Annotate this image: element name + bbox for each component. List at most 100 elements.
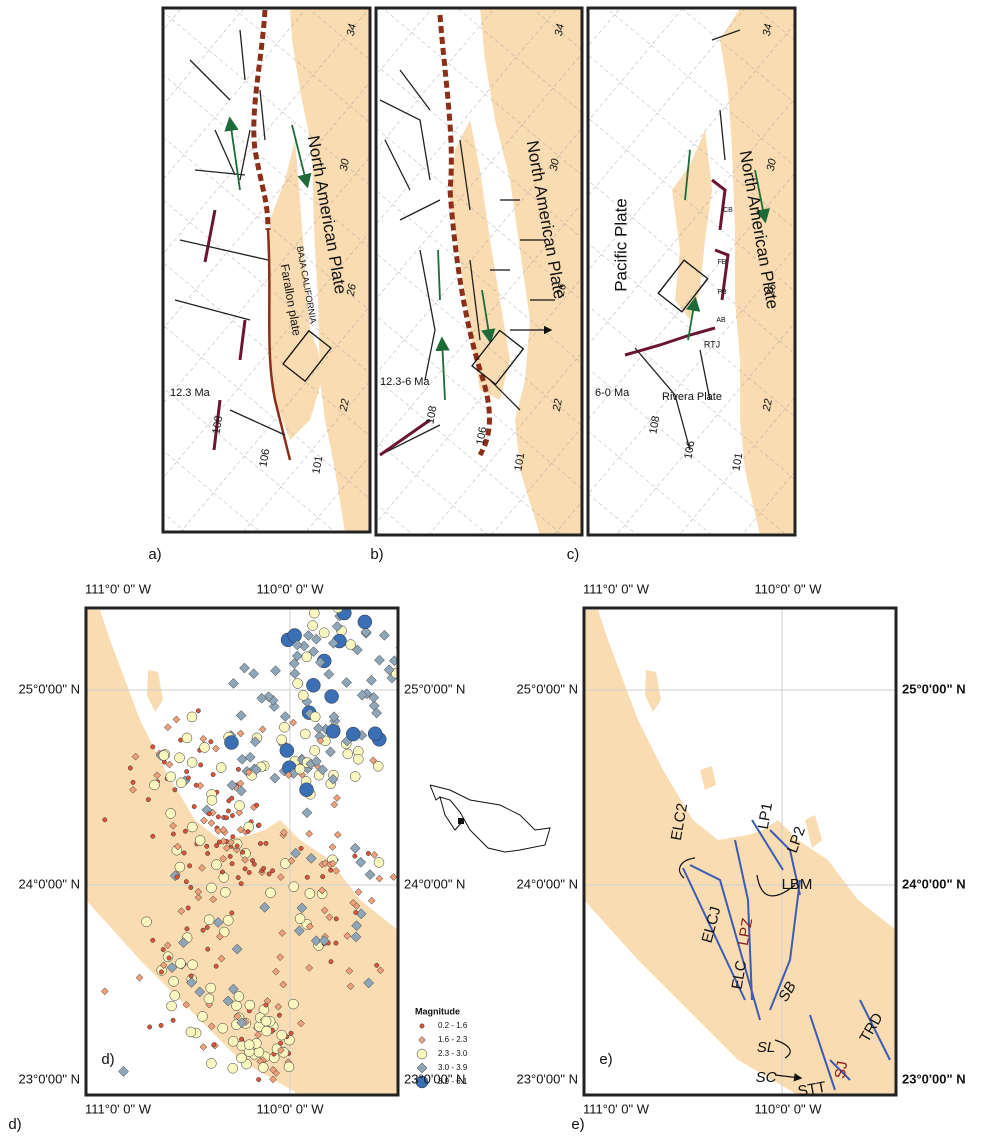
quake-dot xyxy=(243,1039,255,1050)
quake-dot xyxy=(288,1030,294,1036)
quake-dot xyxy=(165,808,176,819)
quake-dot xyxy=(317,764,328,776)
legend-symbol xyxy=(418,1036,426,1044)
quake-dot xyxy=(166,1000,177,1012)
lat-label: 25°0'00" N xyxy=(902,681,966,696)
quake-dot xyxy=(203,914,215,925)
panel-caption: b) xyxy=(370,546,383,563)
quake-dot xyxy=(150,937,156,943)
quake-dot xyxy=(290,847,302,859)
quake-dot xyxy=(357,614,373,630)
lon-label: 110°0' 0" W xyxy=(755,1101,823,1116)
quake-dot xyxy=(256,692,268,704)
quake-dot xyxy=(185,775,191,781)
quake-dot xyxy=(352,853,358,859)
quake-dot xyxy=(236,729,245,738)
lon-label: 110°0' 0" W xyxy=(257,1101,325,1116)
basin-label: PB xyxy=(717,289,727,296)
quake-dot xyxy=(207,819,216,827)
quake-dot xyxy=(292,678,303,689)
quake-dot xyxy=(199,734,208,743)
quake-dot xyxy=(218,926,230,938)
lon-label: 101 xyxy=(730,452,745,472)
quake-dot xyxy=(233,991,245,1002)
quake-dot xyxy=(186,711,198,723)
quake-dot xyxy=(369,756,378,765)
quake-dot xyxy=(301,807,313,819)
quake-dot xyxy=(222,995,234,1007)
quake-dot xyxy=(311,755,322,767)
quake-dot xyxy=(280,858,291,869)
quake-dot xyxy=(217,1022,228,1034)
quake-dot xyxy=(287,628,302,643)
quake-dot xyxy=(194,835,206,846)
quake-dot xyxy=(153,771,161,780)
lon-label: 110°0' 0" W xyxy=(257,581,325,596)
quake-dot xyxy=(212,744,220,753)
quake-dot xyxy=(159,961,168,970)
lon-label: 106 xyxy=(257,448,272,468)
quake-dot xyxy=(170,1017,176,1023)
quake-dot xyxy=(305,964,314,972)
legend-symbol xyxy=(416,1048,428,1060)
lat-label: 23°0'00" N xyxy=(902,1071,966,1086)
quake-dot xyxy=(284,771,293,779)
quake-dot xyxy=(307,620,318,631)
lat-label: 23°0'00" N xyxy=(404,1071,465,1086)
quake-dot xyxy=(245,768,253,777)
lat-label: 34 xyxy=(761,23,775,37)
lon-label: 106 xyxy=(474,426,489,446)
lon-label: 106 xyxy=(682,440,697,460)
quake-dot xyxy=(241,855,249,864)
quake-dot xyxy=(130,779,136,785)
quake-dot xyxy=(294,925,305,937)
lat-label: 30 xyxy=(338,157,352,172)
quake-dot xyxy=(236,825,245,834)
lon-label: 111°0' 0" W xyxy=(583,581,650,596)
quake-dot xyxy=(207,1022,216,1031)
legend-label: 1.6 - 2.3 xyxy=(438,1035,468,1044)
quake-dot xyxy=(258,725,267,734)
quake-dot xyxy=(239,1036,245,1042)
quake-dot xyxy=(215,814,221,820)
quake-dot xyxy=(343,932,352,940)
quake-dot xyxy=(208,739,214,745)
fault-label: ELC xyxy=(729,959,751,991)
quake-dot xyxy=(166,962,178,973)
quake-dot xyxy=(332,866,341,875)
quake-dot xyxy=(346,982,355,991)
quake-dot xyxy=(283,1061,295,1073)
lat-label: 24°0'00" N xyxy=(404,876,465,891)
quake-dot xyxy=(184,769,190,775)
lat-label: 26 xyxy=(345,282,359,298)
quake-dot xyxy=(181,850,187,856)
quake-dot xyxy=(222,844,231,852)
quake-dot xyxy=(259,901,271,913)
quake-dot xyxy=(170,831,176,837)
quake-dot xyxy=(309,711,321,723)
quake-dot xyxy=(226,779,238,791)
quake-dot xyxy=(223,915,234,926)
quake-dot xyxy=(349,842,361,854)
quake-dot xyxy=(227,1036,239,1047)
quake-dot xyxy=(236,1017,248,1029)
lat-label: 23°0'00" N xyxy=(517,1071,578,1086)
quake-dot xyxy=(288,881,300,892)
quake-dot xyxy=(165,771,176,782)
quake-dot xyxy=(206,795,218,806)
quake-dot xyxy=(200,816,208,825)
quake-dot xyxy=(308,646,319,657)
quake-dot xyxy=(226,798,232,804)
quake-dot xyxy=(173,842,182,851)
age-label: 12.3 Ma xyxy=(170,387,211,399)
quake-dot xyxy=(316,736,325,745)
quake-dot xyxy=(158,750,170,761)
quake-dot xyxy=(150,744,156,750)
lat-label: 25°0'00" N xyxy=(19,681,80,696)
quake-dot xyxy=(217,954,226,963)
quake-dot xyxy=(260,1015,272,1027)
quake-dot xyxy=(100,987,109,996)
quake-dot xyxy=(379,629,390,641)
quake-dot xyxy=(370,850,379,859)
quake-dot xyxy=(228,983,239,995)
